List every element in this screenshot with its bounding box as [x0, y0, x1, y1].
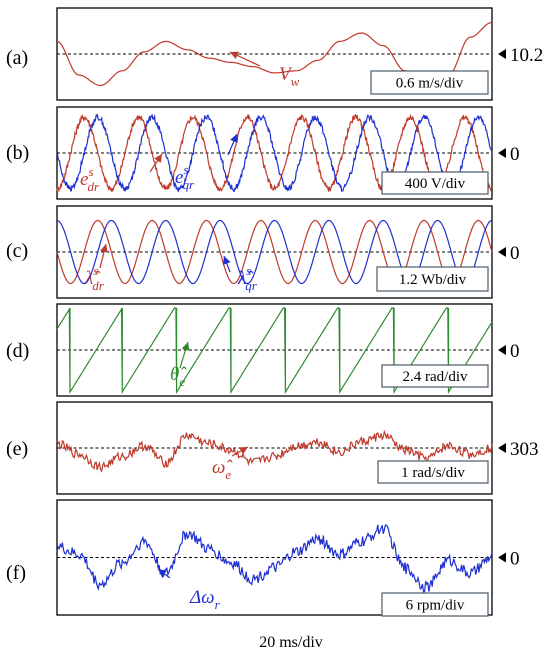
reference-value: 0 — [510, 243, 520, 264]
panel-letter: (a) — [6, 47, 28, 69]
panel-6: (f) 0 Δωr 6 rpm/div — [6, 499, 520, 617]
panel-letter: (f) — [6, 562, 26, 584]
panel-letter: (c) — [6, 240, 28, 262]
scale-box — [381, 364, 489, 388]
series-label: Vw — [279, 64, 300, 89]
series-label: λ̂s dr — [84, 263, 105, 293]
series-e-dr-trace — [56, 113, 493, 193]
label-arrowhead — [158, 569, 167, 577]
reference-marker — [498, 345, 506, 355]
series-label: Δωr — [189, 587, 221, 612]
label-arrowhead — [230, 51, 239, 60]
panel-letter: (d) — [6, 340, 29, 362]
series-label: λ̂s qr — [237, 263, 258, 293]
reference-value: 0 — [510, 549, 520, 570]
label-arrowhead — [239, 447, 248, 455]
label-arrowhead — [181, 342, 190, 351]
panel-4: (d) 0θ̂e 2.4 rad/div — [6, 303, 520, 397]
series-label: es dr — [80, 164, 100, 194]
scale-label: 6 rpm/div — [406, 598, 465, 614]
panel-3: (c) 0 λ̂s dr λ̂s qr 1.2 Wb/div — [6, 205, 520, 299]
reference-value: 0 — [510, 144, 520, 165]
reference-marker — [498, 148, 506, 158]
panel-letter: (b) — [6, 142, 29, 164]
panel-1: (a) 10.2 Vw 0.6 m/s/div — [6, 7, 543, 101]
time-scale-label: 20 ms/div — [259, 634, 323, 651]
reference-value: 10.2 — [510, 45, 543, 66]
scale-label: 1.2 Wb/div — [399, 272, 467, 288]
label-arrowhead — [100, 244, 108, 253]
reference-marker — [498, 247, 506, 257]
label-arrowhead — [223, 256, 231, 265]
scale-box — [381, 592, 489, 617]
series-Δω-r-trace — [56, 524, 493, 593]
reference-marker — [498, 552, 506, 563]
reference-marker — [498, 443, 506, 453]
series-λ̂-dr-trace — [56, 219, 493, 285]
scale-label: 2.4 rad/div — [403, 369, 468, 385]
series-ω̂-e-trace — [56, 429, 493, 473]
label-arrowhead — [154, 154, 162, 163]
scale-label: 0.6 m/s/div — [396, 76, 464, 92]
reference-marker — [498, 49, 506, 59]
scale-box — [376, 266, 489, 292]
scale-box — [377, 460, 489, 484]
scale-label: 1 rad/s/div — [401, 465, 465, 481]
scale-box — [370, 70, 489, 95]
scale-box — [381, 171, 489, 195]
label-arrowhead — [230, 134, 238, 143]
series-label: es qr — [175, 162, 195, 192]
reference-value: 303 — [510, 439, 539, 460]
series-θ̂-e-trace — [56, 307, 493, 395]
panel-2: (b) 0 es dr es qr 400 V/div — [6, 106, 520, 200]
scale-label: 400 V/div — [405, 176, 466, 192]
reference-value: 0 — [510, 341, 520, 362]
panel-letter: (e) — [6, 438, 28, 460]
series-e-qr-trace — [56, 113, 493, 193]
